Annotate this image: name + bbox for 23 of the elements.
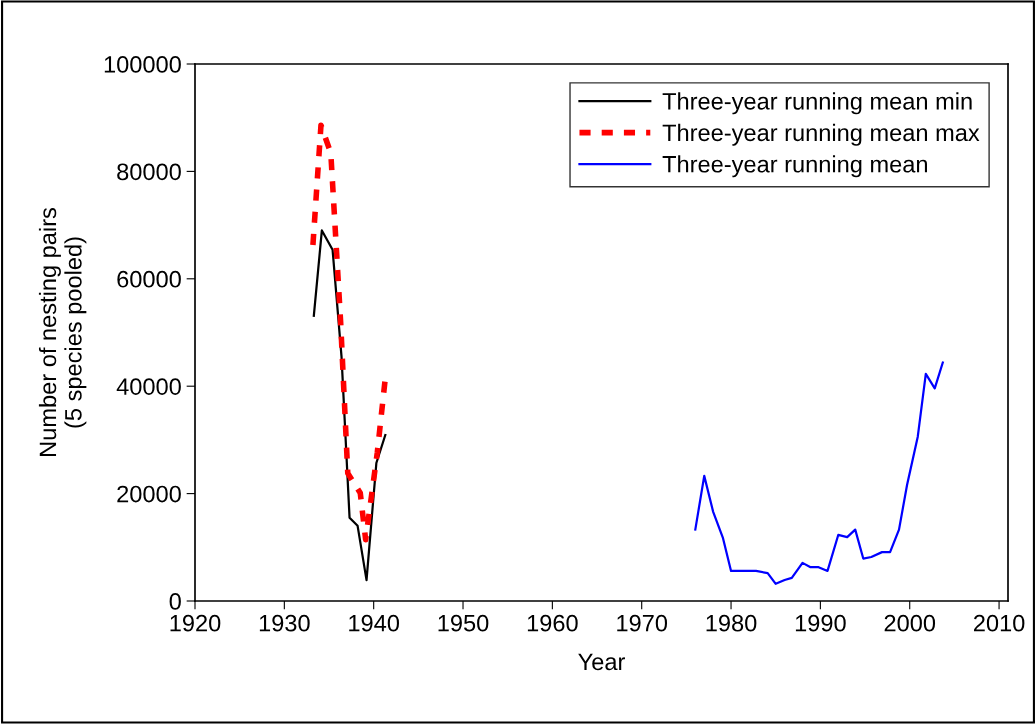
x-tick-label: 1950 [438,614,489,632]
x-tick-label: 1920 [170,614,221,632]
y-tick-label: 100000 [104,56,181,73]
x-axis-title: Year [578,653,625,671]
legend-label: Three-year running mean [662,155,927,178]
x-tick-label: 1930 [259,614,310,632]
x-tick-label: 1980 [706,614,757,632]
x-tick-label: 1970 [617,614,668,632]
line-series [694,361,944,585]
y-tick-label: 80000 [117,163,181,181]
x-tick-label: 1960 [527,614,578,632]
y-tick-label: 0 [169,593,181,610]
legend-label: Three-year running mean max [662,123,980,146]
line-series [312,229,387,582]
y-tick-label: 60000 [117,270,181,288]
x-tick-label: 2000 [884,614,936,632]
legend-label: Three-year running mean min [662,92,972,115]
y-axis-title: Number of nesting pairs (5 species pooled) [38,208,87,456]
x-tick-label: 1990 [795,614,846,632]
x-tick-label: 1940 [349,614,400,632]
y-tick-label: 40000 [116,378,181,395]
x-tick-label: 2010 [973,614,1025,632]
y-tick-label: 20000 [117,485,181,503]
